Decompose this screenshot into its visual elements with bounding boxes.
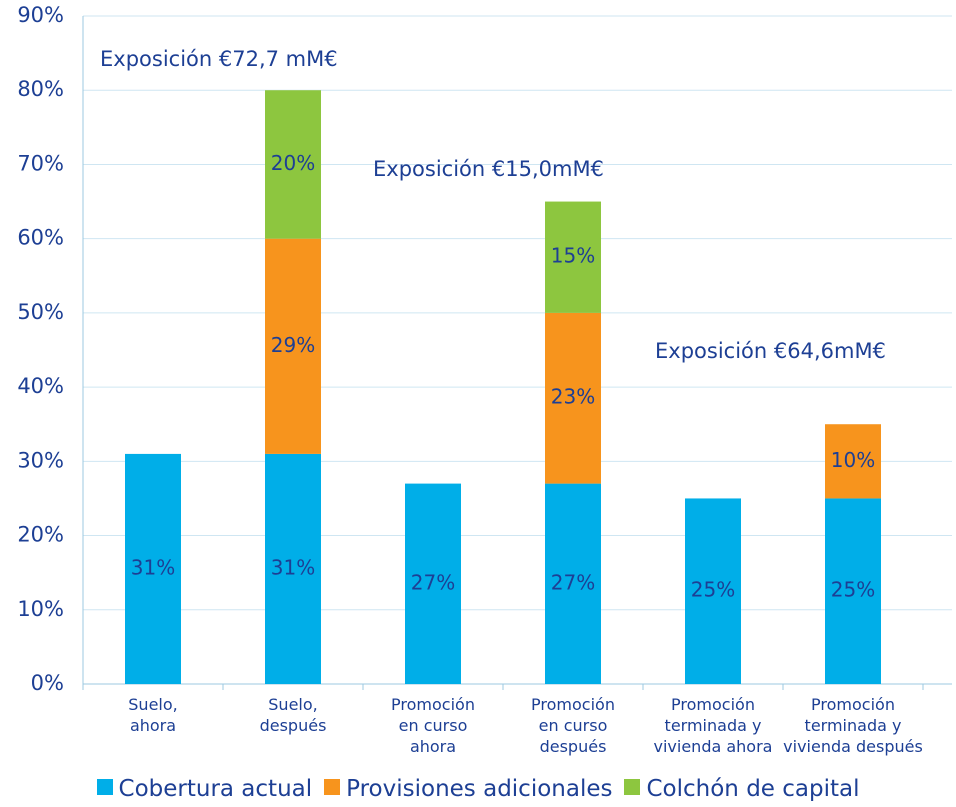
legend-label: Provisiones adicionales xyxy=(346,776,613,802)
legend-label: Colchón de capital xyxy=(646,776,860,802)
legend-item: Cobertura actual xyxy=(96,776,313,802)
bar-segment xyxy=(265,453,321,684)
legend-item: Colchón de capital xyxy=(624,776,859,802)
data-label: 15% xyxy=(551,244,595,268)
x-tick-label: Promoción en curso después xyxy=(531,695,615,756)
x-tick-label: Suelo, ahora xyxy=(128,695,178,735)
data-label: 25% xyxy=(831,578,875,602)
bar-segment xyxy=(265,238,321,454)
annotation: Exposición €72,7 mM€ xyxy=(100,47,338,71)
annotation: Exposición €15,0mM€ xyxy=(373,157,604,181)
data-label: 10% xyxy=(831,448,875,472)
data-label: 31% xyxy=(131,555,175,579)
bar-segment xyxy=(685,498,741,684)
legend-swatch xyxy=(624,779,641,795)
y-tick-label: 10% xyxy=(17,597,64,621)
data-label: 31% xyxy=(271,555,315,579)
data-label: 20% xyxy=(271,151,315,175)
y-tick-label: 70% xyxy=(17,151,64,175)
annotation: Exposición €64,6mM€ xyxy=(655,339,886,363)
y-tick-label: 20% xyxy=(17,523,64,547)
y-tick-label: 80% xyxy=(17,77,64,101)
y-tick-label: 30% xyxy=(17,448,64,472)
y-tick-label: 0% xyxy=(31,671,64,695)
data-label: 27% xyxy=(411,570,455,594)
legend-swatch xyxy=(96,779,113,795)
y-tick-label: 50% xyxy=(17,300,64,324)
data-label: 23% xyxy=(551,385,595,409)
bar-segment xyxy=(265,90,321,239)
y-tick-label: 40% xyxy=(17,374,64,398)
y-tick-label: 60% xyxy=(17,226,64,250)
bar-segment xyxy=(125,453,181,684)
x-tick-label: Promoción terminada y vivienda después xyxy=(783,695,923,756)
legend: Cobertura actual Provisiones adicionales C… xyxy=(0,776,956,802)
bar-segment xyxy=(545,312,601,484)
x-tick-label: Suelo, después xyxy=(259,695,327,735)
data-label: 29% xyxy=(271,333,315,357)
legend-item: Provisiones adicionales xyxy=(324,776,612,802)
data-label: 27% xyxy=(551,570,595,594)
bar-segment xyxy=(405,483,461,684)
legend-swatch xyxy=(324,779,341,795)
bar-segment xyxy=(825,498,881,684)
x-tick-label: Promoción en curso ahora xyxy=(391,695,475,756)
bar-segment xyxy=(545,483,601,684)
y-tick-label: 90% xyxy=(17,3,64,27)
data-label: 25% xyxy=(691,578,735,602)
x-tick-label: Promoción terminada y vivienda ahora xyxy=(653,695,773,756)
legend-label: Cobertura actual xyxy=(118,776,313,802)
bar-segment xyxy=(545,201,601,313)
bar-segment xyxy=(825,424,881,499)
